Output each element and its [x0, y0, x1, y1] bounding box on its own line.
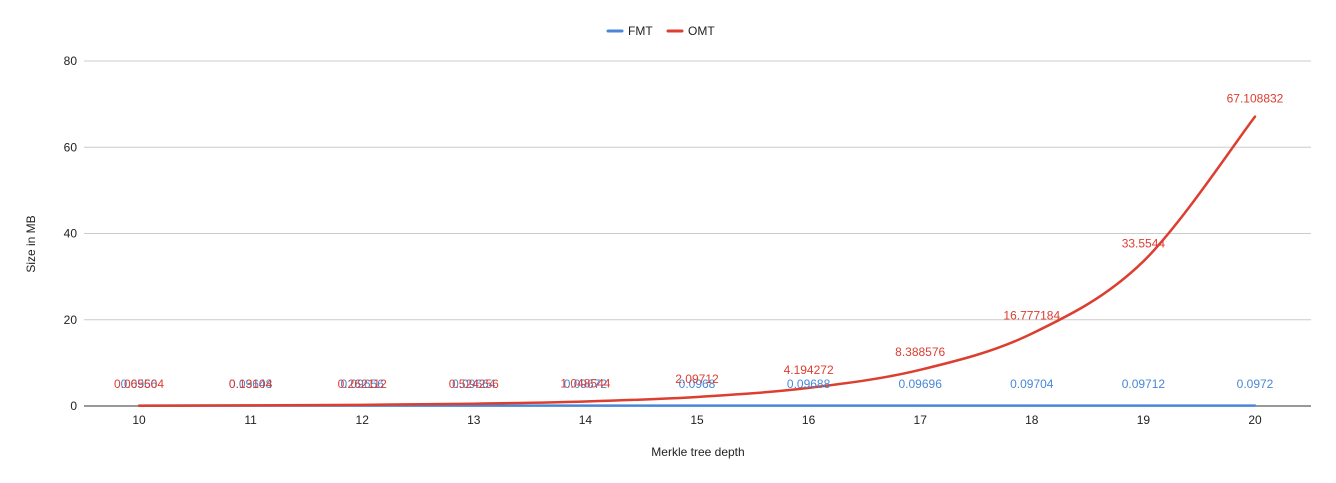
x-tick-label: 20 [1248, 413, 1262, 427]
data-label-fmt: 0.0966 [121, 377, 158, 391]
x-tick-label: 11 [244, 413, 257, 427]
x-tick-label: 13 [467, 413, 481, 427]
data-label-omt: 8.388576 [895, 345, 945, 359]
data-label-fmt: 0.09712 [1122, 377, 1166, 391]
y-axis-ticks: 0 20 40 60 80 [64, 54, 78, 413]
x-axis-title: Merkle tree depth [651, 445, 744, 459]
y-tick-label: 40 [64, 227, 78, 241]
x-tick-label: 18 [1025, 413, 1039, 427]
x-tick-label: 12 [356, 413, 370, 427]
x-tick-label: 17 [914, 413, 928, 427]
data-label-fmt: 0.09656 [341, 377, 385, 391]
data-label-fmt: 0.09672 [564, 377, 608, 391]
series-line-omt [137, 115, 1257, 407]
x-tick-label: 14 [579, 413, 593, 427]
data-label-fmt: 0.09664 [452, 377, 496, 391]
data-label-omt: 33.5544 [1122, 236, 1166, 250]
data-label-omt: 16.777184 [1003, 309, 1060, 323]
legend-label-fmt: FMT [628, 24, 653, 38]
data-label-omt: 2.09712 [675, 372, 719, 386]
data-label-omt: 1.048544 [560, 376, 610, 390]
data-labels: 0.0966 0.09648 0.09656 0.09664 0.09672 0.0968… [114, 92, 1284, 391]
x-axis-ticks: 10 11 12 13 14 15 16 17 18 19 20 [132, 413, 1262, 427]
legend: FMT OMT [606, 24, 715, 38]
data-label-fmt: 0.0972 [1237, 377, 1274, 391]
legend-label-omt: OMT [688, 24, 715, 38]
x-tick-label: 10 [132, 413, 146, 427]
x-tick-label: 16 [802, 413, 816, 427]
data-label-fmt: 0.09704 [1010, 377, 1054, 391]
x-tick-label: 19 [1137, 413, 1151, 427]
data-label-omt: 67.108832 [1227, 92, 1284, 106]
y-tick-label: 80 [64, 54, 78, 68]
data-label-omt: 0.13104 [229, 377, 273, 391]
y-tick-label: 60 [64, 140, 78, 154]
data-label-omt: 0.262112 [338, 377, 387, 391]
y-axis-title: Size in MB [24, 215, 38, 272]
data-label-omt: 0.065504 [114, 377, 164, 391]
y-tick-label: 20 [64, 313, 78, 327]
gridlines [84, 60, 1311, 407]
y-tick-label: 0 [70, 399, 77, 413]
series-lines [137, 115, 1257, 407]
data-label-fmt: 0.09688 [787, 377, 831, 391]
data-label-omt: 0.524256 [449, 377, 499, 391]
data-label-fmt: 0.09648 [229, 377, 273, 391]
data-label-omt: 4.194272 [784, 363, 834, 377]
data-label-fmt: 0.0968 [679, 377, 716, 391]
data-label-fmt: 0.09696 [899, 377, 943, 391]
x-tick-label: 15 [690, 413, 704, 427]
